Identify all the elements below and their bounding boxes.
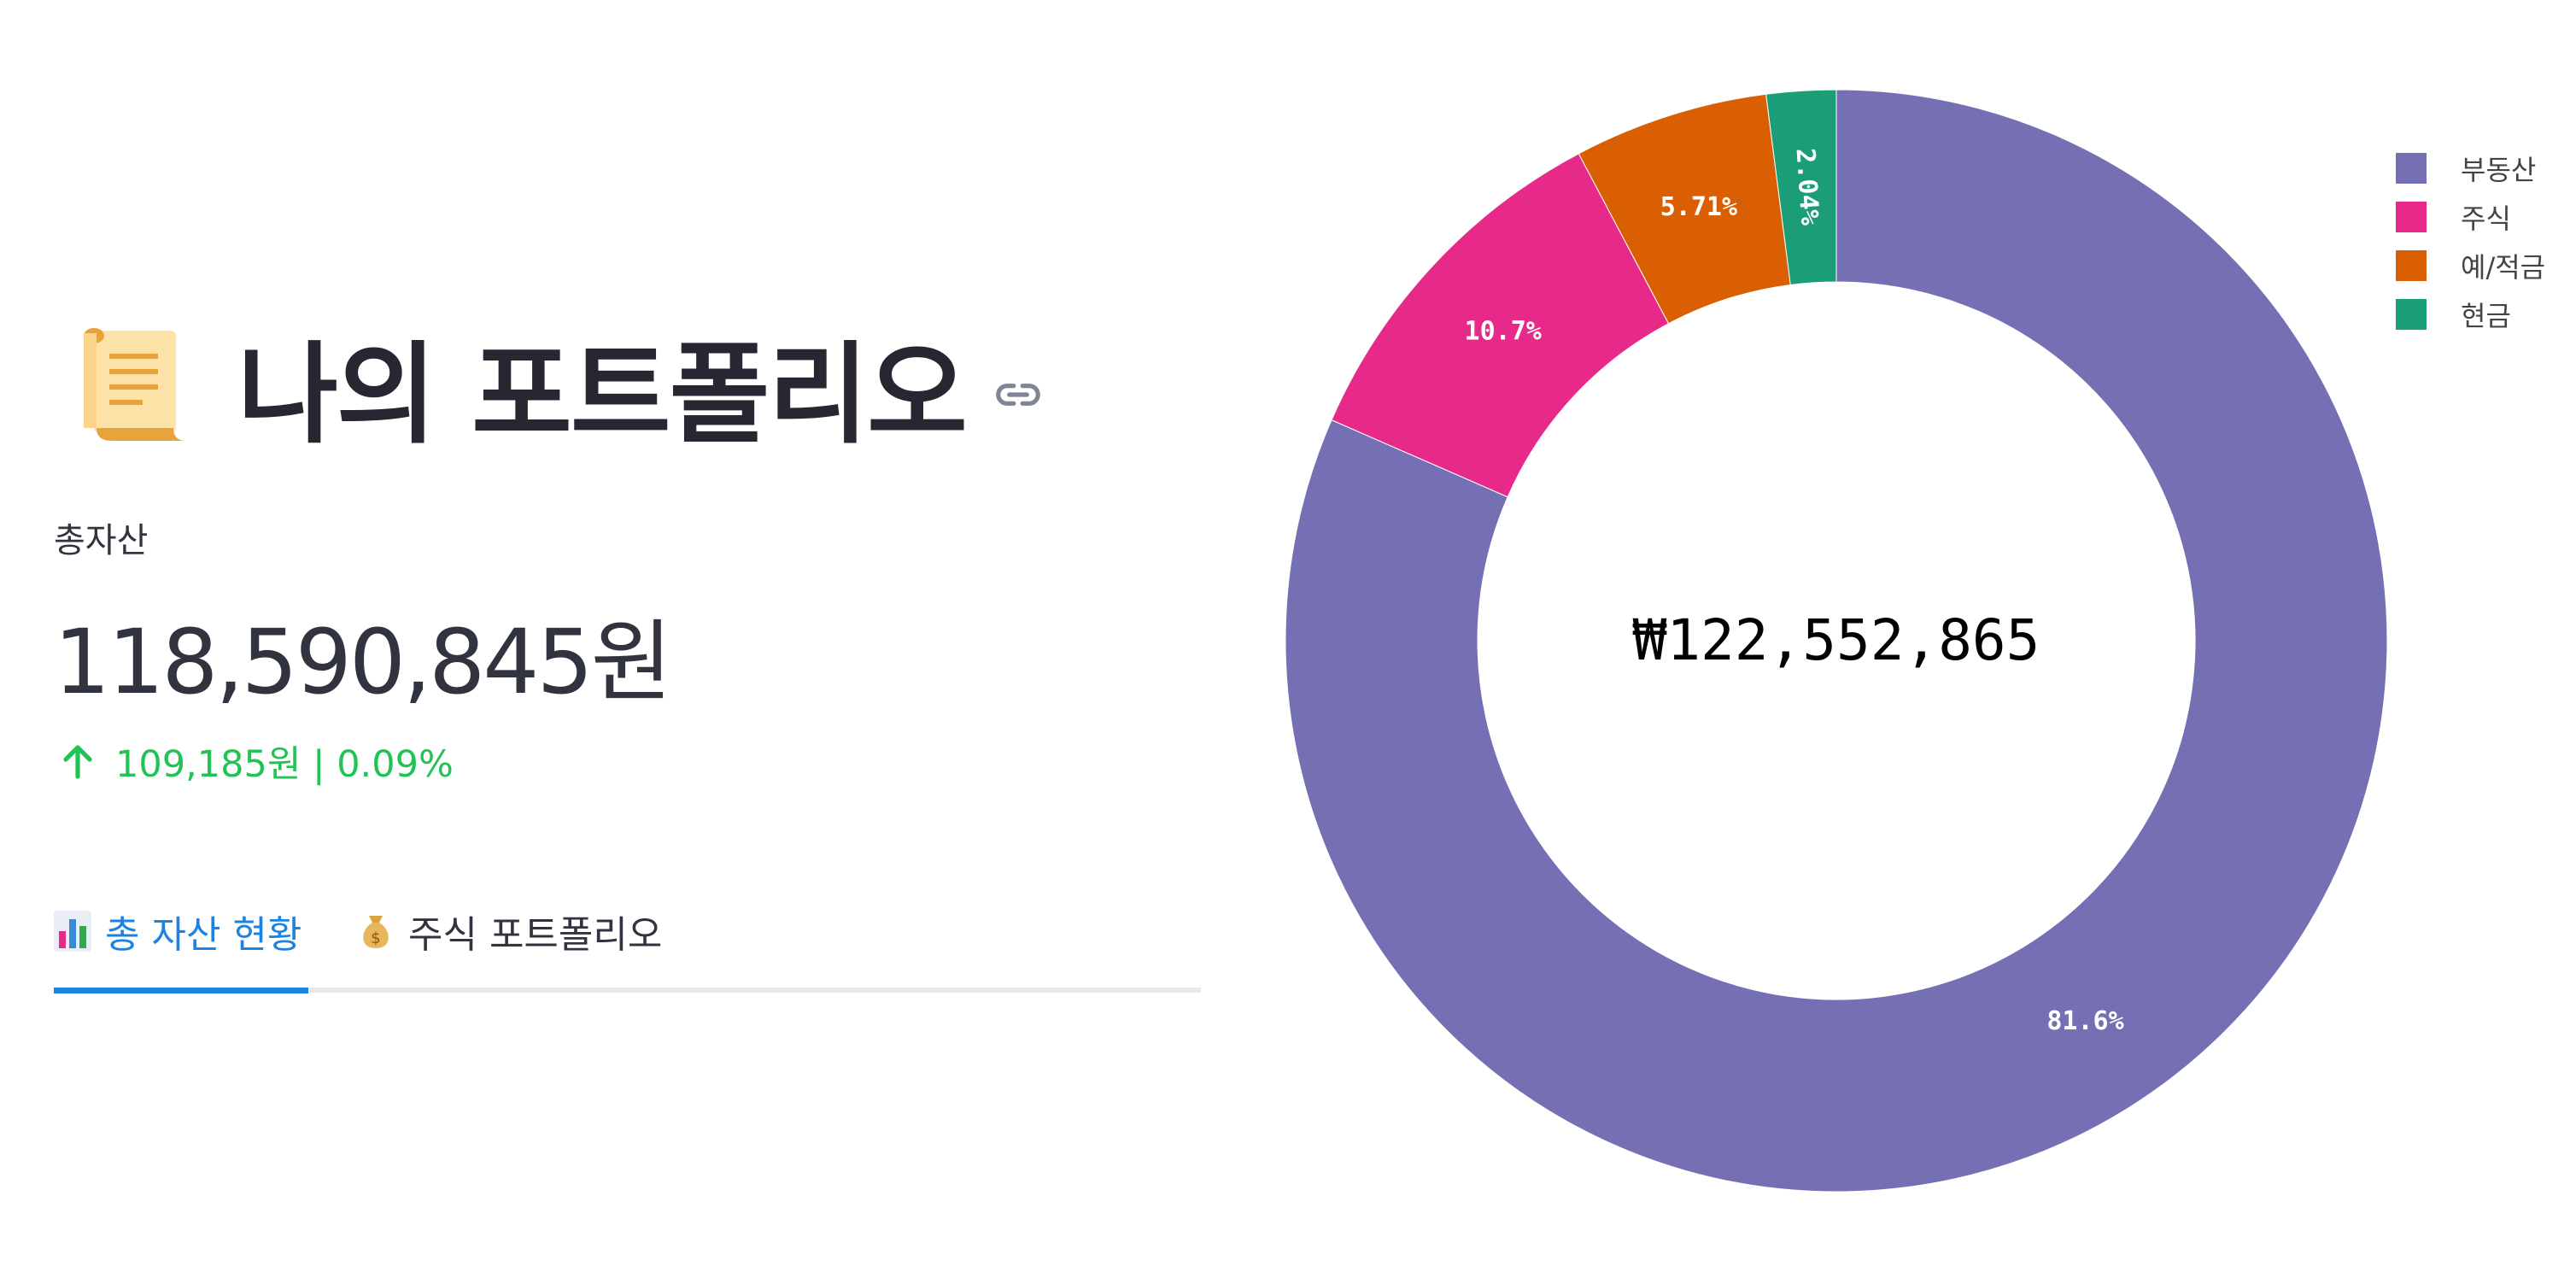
legend-swatch [2396,249,2427,281]
slice-label-2: 5.71% [1660,192,1737,222]
metric-value: 118,590,845원 [54,610,672,714]
tab-bar: 총 자산 현황 $ 주식 포트폴리오 [54,888,1201,995]
legend-swatch [2396,152,2427,184]
donut-center-label: ₩122,552,865 [1633,607,2040,673]
legend-label: 주식 [2461,202,2511,235]
left-panel: 나의 포트폴리오 총자산 118,590,845원 109,185원 | 0.0… [54,0,1201,1272]
title-row: 나의 포트폴리오 [71,308,1045,461]
donut-chart: 81.6% 10.7% 5.71% 2.04% ₩122,552,865 [1285,89,2388,1193]
tab-label: 주식 포트폴리오 [408,913,663,957]
bar-chart-icon [54,911,91,952]
legend-item-1[interactable]: 주식 [2396,192,2576,241]
page-title: 나의 포트폴리오 [237,331,968,459]
link-icon[interactable] [992,368,1045,421]
scroll-icon [84,328,186,441]
legend-item-3[interactable]: 현금 [2396,290,2576,338]
slice-label-1: 10.7% [1465,316,1542,346]
tab-total-assets[interactable]: 총 자산 현황 [54,904,302,958]
tab-stock-portfolio[interactable]: $ 주식 포트폴리오 [357,904,662,958]
arrow-up-icon [63,745,92,779]
money-bag-icon: $ [363,916,389,948]
tab-track [54,988,1201,993]
slice-label-3: 2.04% [1790,147,1825,226]
legend-item-0[interactable]: 부동산 [2396,144,2576,192]
tab-active-indicator [54,988,308,994]
legend-label: 예/적금 [2461,250,2546,284]
metric-label: 총자산 [54,521,149,560]
tab-label: 총 자산 현황 [105,913,302,957]
pie-slice-3[interactable] [1765,89,1837,286]
legend-label: 부동산 [2461,153,2537,186]
legend-item-2[interactable]: 예/적금 [2396,241,2576,290]
pie-slice-0[interactable] [1285,89,2388,1193]
legend-swatch [2396,201,2427,232]
legend-label: 현금 [2461,299,2511,332]
slice-label-0: 81.6% [2046,1006,2123,1036]
metric-delta: 109,185원 | 0.09% [57,735,454,788]
svg-text:$: $ [371,929,380,947]
legend-swatch [2396,298,2427,330]
metric-delta-text: 109,185원 | 0.09% [115,743,454,786]
